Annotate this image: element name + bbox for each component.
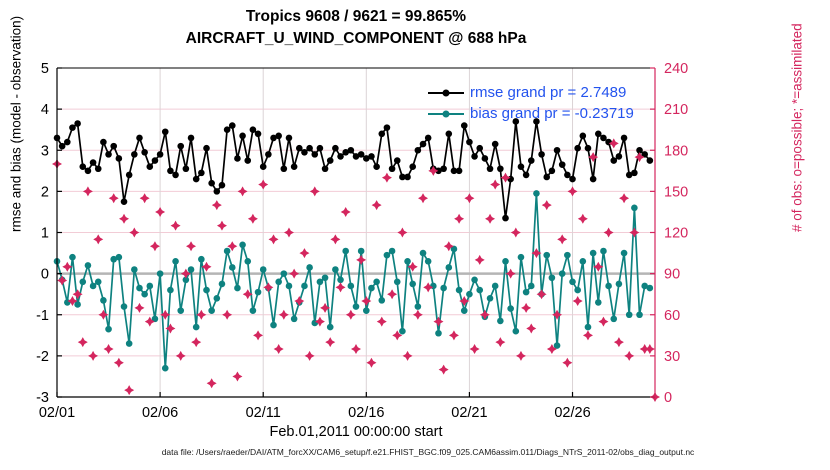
right-tick-label: 120 (664, 226, 688, 242)
left-tick-label: 4 (41, 102, 49, 118)
rmse-line (56, 121, 651, 219)
chart-title: Tropics 9608 / 9621 = 99.865% (245, 8, 467, 25)
bias-marker-icon (442, 110, 450, 117)
x-tick-label: 02/06 (142, 405, 178, 421)
right-tick-label: 180 (664, 143, 688, 159)
legend: rmse grand pr = 2.7489 bias grand pr = -… (428, 82, 634, 124)
right-tick-label: 240 (664, 61, 688, 77)
x-tick-label: 02/01 (39, 405, 75, 421)
obs_assimilated-series (52, 138, 660, 402)
rmse-marker-icon (442, 89, 450, 96)
left-tick-label: 0 (41, 267, 49, 283)
left-tick-label: -1 (36, 308, 49, 324)
bias-series (53, 190, 654, 372)
right-tick-label: 150 (664, 184, 688, 200)
left-tick-label: 2 (41, 184, 49, 200)
right-tick-label: 90 (664, 267, 680, 283)
data-file-caption: data file: /Users/raeder/DAI/ATM_forcXX/… (161, 447, 695, 457)
chart-subtitle: AIRCRAFT_U_WIND_COMPONENT @ 688 hPa (185, 30, 527, 47)
left-tick-label: 5 (41, 61, 49, 77)
right-tick-label: 30 (664, 349, 680, 365)
rmse-series (53, 118, 654, 222)
legend-label-rmse: rmse grand pr = 2.7489 (470, 84, 627, 101)
right-tick-label: 210 (664, 102, 688, 118)
left-tick-label: -3 (36, 390, 49, 406)
tick-labels: -3 -2 -1 0 1 2 3 4 5 0 30 60 90 120 150 180 210 240 02/01 0… (36, 61, 688, 421)
right-tick-label: 0 (664, 390, 672, 406)
x-axis-label: Feb.01,2011 00:00:00 start (269, 424, 443, 440)
tick-marks (56, 67, 655, 398)
left-tick-label: -2 (36, 349, 49, 365)
x-tick-label: 02/26 (554, 405, 590, 421)
right-tick-label: 60 (664, 308, 680, 324)
left-tick-label: 1 (41, 226, 49, 242)
rmse-line-sample (428, 89, 464, 96)
legend-item-bias: bias grand pr = -0.23719 (428, 103, 634, 124)
left-tick-label: 3 (41, 143, 49, 159)
bias-line-sample (428, 110, 464, 117)
bias-line (56, 193, 651, 369)
x-tick-label: 02/11 (246, 405, 281, 421)
legend-item-rmse: rmse grand pr = 2.7489 (428, 82, 634, 103)
grid-lines (57, 68, 655, 397)
x-tick-label: 02/16 (348, 405, 384, 421)
x-tick-label: 02/21 (451, 405, 487, 421)
legend-label-bias: bias grand pr = -0.23719 (470, 105, 634, 122)
